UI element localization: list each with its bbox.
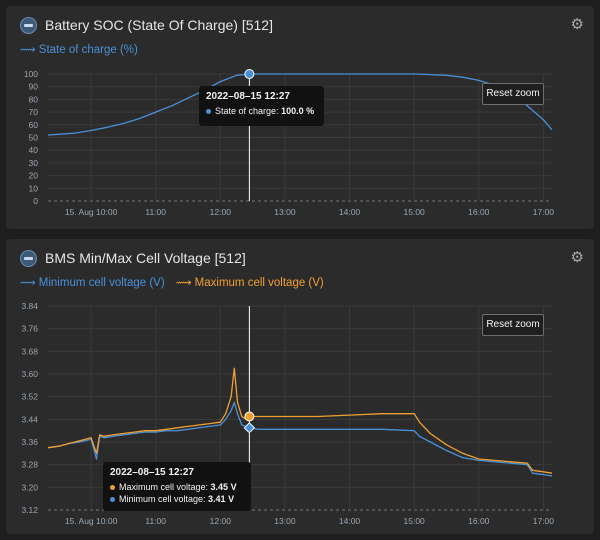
x-tick-label: 15:00 [404,516,426,526]
x-tick-label: 12:00 [210,207,232,217]
x-tick-label: 16:00 [468,207,490,217]
cursor-marker [244,69,255,79]
y-tick-label: 3.36 [21,437,38,447]
legend-label-max-cell: Maximum cell voltage (V) [194,277,324,289]
tooltip-value: 100.0 % [281,106,315,116]
soc-panel-title: Battery SOC (State Of Charge) [512] [45,17,273,33]
tooltip-title: 2022–08–15 12:27 [110,467,194,478]
gear-icon[interactable]: ⚙ [570,16,584,33]
soc-chart[interactable]: 0 10 20 30 40 50 60 70 80 90 100 15. Aug 10:00 11:00… [6,6,594,229]
reset-zoom-button[interactable]: Reset zoom [482,83,544,105]
x-tick-label: 15:00 [404,207,426,217]
legend-item-max-cell[interactable]: ⟿ Maximum cell voltage (V) [176,276,324,289]
x-tick-label: 12:00 [210,516,232,526]
y-tick-label: 0 [33,196,38,206]
y-tick-label: 3.20 [21,482,38,492]
x-tick-label: 13:00 [274,207,296,217]
legend-line-icon: ⟿ [20,44,36,56]
y-tick-label: 10 [29,183,39,193]
y-tick-label: 50 [29,133,39,143]
soc-legend[interactable]: ⟿ State of charge (%) [20,43,146,56]
battery-icon [20,17,37,34]
cell-voltage-panel: BMS Min/Max Cell Voltage [512] ⚙ ⟿ Minimu… [6,239,594,534]
tooltip-label: Maximum cell voltage: [119,482,209,492]
x-tick-label: 14:00 [339,516,361,526]
cell-voltage-chart[interactable]: 3.12 3.20 3.28 3.36 3.44 3.52 3.60 3.68 3.76 3.84… [6,239,594,534]
reset-zoom-button[interactable]: Reset zoom [482,314,544,336]
soc-panel: Battery SOC (State Of Charge) [512] ⚙ ⟿ S… [6,6,594,229]
legend-label-soc: State of charge (%) [38,44,138,56]
y-tick-label: 3.76 [21,324,38,334]
tooltip-row-min-cell: Minimum cell voltage: 3.41 V [110,494,244,504]
y-tick-label: 3.60 [21,369,38,379]
tooltip-label: Minimum cell voltage: [119,494,206,504]
series-line-1 [47,367,553,474]
x-tick-label: 13:00 [274,516,296,526]
x-tick-label: 14:00 [339,207,361,217]
cell-voltage-panel-title: BMS Min/Max Cell Voltage [512] [45,250,246,266]
x-tick-label: 11:00 [145,516,166,526]
tooltip-dot [206,109,211,115]
cursor-marker [243,422,256,434]
tooltip-value: 3.45 V [210,482,237,492]
legend-line-icon: ⟿ [20,277,36,289]
y-tick-label: 70 [29,107,39,117]
y-tick-label: 3.68 [21,346,38,356]
series-line-0 [47,73,553,136]
cell-voltage-tooltip: 2022–08–15 12:27 Maximum cell voltage: 3… [103,462,251,511]
y-tick-label: 100 [24,69,38,79]
legend-item-min-cell[interactable]: ⟿ Minimum cell voltage (V) [20,276,165,289]
y-tick-label: 3.84 [21,301,38,311]
legend-item-soc[interactable]: ⟿ State of charge (%) [20,43,138,56]
y-tick-label: 80 [29,94,39,104]
x-tick-label: 15. Aug 10:00 [65,516,118,526]
tooltip-dot [110,497,115,503]
y-tick-label: 3.52 [21,392,38,402]
series-line-0 [47,401,553,477]
cell-voltage-legend[interactable]: ⟿ Minimum cell voltage (V) ⟿ Maximum cell … [20,276,332,289]
tooltip-title: 2022–08–15 12:27 [206,91,290,102]
soc-tooltip: 2022–08–15 12:27 State of charge: 100.0 … [199,86,324,126]
x-tick-label: 11:00 [145,207,166,217]
tooltip-value: 3.41 V [208,494,235,504]
y-tick-label: 3.12 [21,505,38,515]
y-tick-label: 60 [29,120,39,130]
tooltip-row-soc: State of charge: 100.0 % [206,106,317,116]
soc-panel-header: Battery SOC (State Of Charge) [512] ⚙ [6,6,594,36]
y-tick-label: 3.44 [21,414,38,424]
gear-icon[interactable]: ⚙ [570,249,584,266]
x-tick-label: 17:00 [533,207,555,217]
battery-icon [20,250,37,267]
y-tick-label: 3.28 [21,460,38,470]
tooltip-dot [110,485,115,491]
legend-line-icon: ⟿ [175,277,192,289]
x-tick-label: 15. Aug 10:00 [65,207,118,217]
legend-label-min-cell: Minimum cell voltage (V) [38,277,165,289]
tooltip-row-max-cell: Maximum cell voltage: 3.45 V [110,482,244,492]
y-tick-label: 30 [29,158,39,168]
y-tick-label: 90 [29,82,39,92]
x-tick-label: 17:00 [533,516,555,526]
x-tick-label: 16:00 [468,516,490,526]
tooltip-label: State of charge: [215,106,279,116]
cursor-marker [244,411,255,422]
y-tick-label: 20 [29,171,39,181]
y-tick-label: 40 [29,145,39,155]
cell-voltage-panel-header: BMS Min/Max Cell Voltage [512] ⚙ [6,239,594,269]
